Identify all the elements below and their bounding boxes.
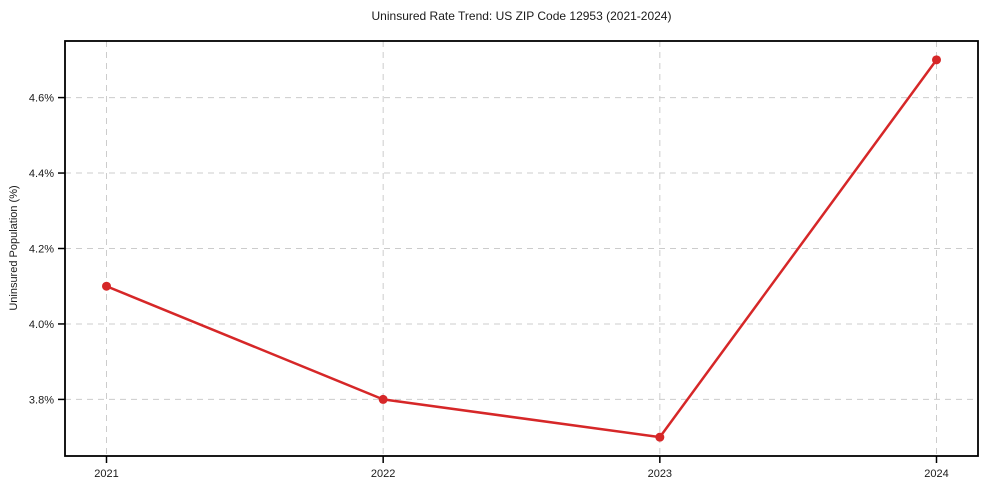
chart-title: Uninsured Rate Trend: US ZIP Code 12953 … <box>371 9 672 23</box>
y-tick-label: 3.8% <box>29 394 54 406</box>
x-tick-label: 2022 <box>371 468 395 480</box>
y-tick-label: 4.0% <box>29 319 54 331</box>
y-tick-label: 4.4% <box>29 168 54 180</box>
data-point-2022 <box>378 394 388 404</box>
x-tick-label: 2024 <box>924 468 948 480</box>
data-point-2023 <box>655 432 665 442</box>
data-point-2024 <box>932 55 941 65</box>
data-point-2021 <box>102 281 111 291</box>
y-tick-label: 4.2% <box>29 244 54 256</box>
y-tick-label: 4.6% <box>29 93 54 105</box>
trend-line-uninsured-rate <box>105 58 938 439</box>
x-tick-label: 2023 <box>648 468 672 480</box>
x-tick-label: 2021 <box>94 468 118 480</box>
